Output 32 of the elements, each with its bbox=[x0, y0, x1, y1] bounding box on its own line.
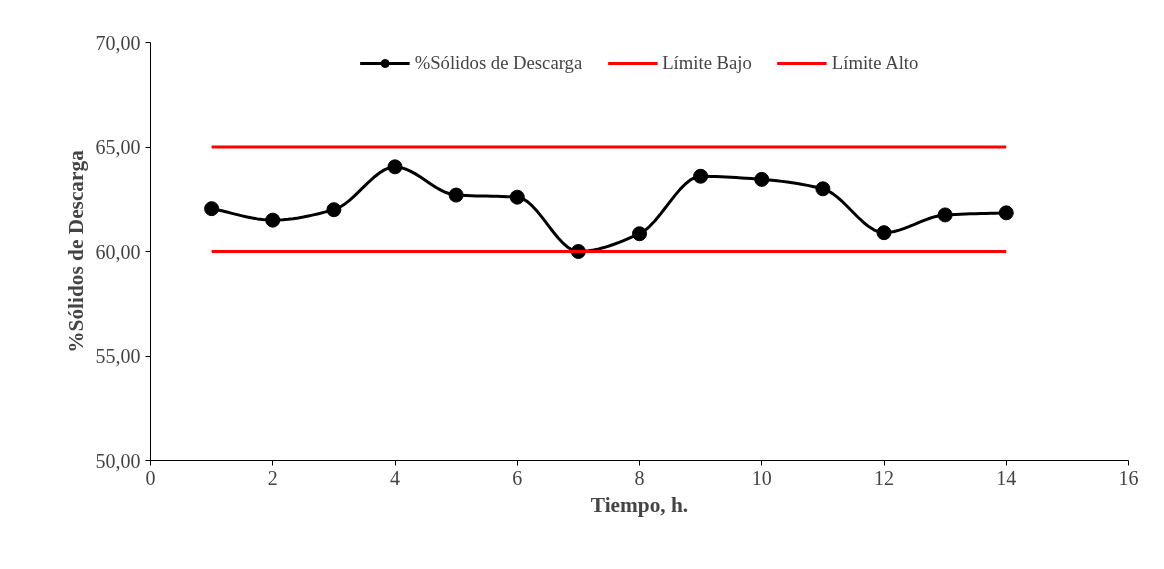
point bbox=[387, 159, 403, 175]
y-axis-title: %Sólidos de Descarga bbox=[63, 149, 88, 353]
point bbox=[204, 201, 220, 217]
legend-label: Límite Alto bbox=[831, 52, 919, 74]
x-tick-label: 2 bbox=[267, 466, 278, 489]
x-tick-label: 10 bbox=[751, 466, 772, 489]
point bbox=[937, 207, 953, 223]
point bbox=[815, 181, 831, 197]
point bbox=[632, 226, 647, 242]
x-axis-title: Tiempo, h. bbox=[590, 492, 689, 517]
y-tick-label: 50,00 bbox=[95, 449, 141, 472]
x-tick-label: 6 bbox=[512, 466, 523, 489]
x-tick-label: 12 bbox=[874, 466, 894, 489]
legend-label: Límite Bajo bbox=[662, 52, 752, 74]
x-tick-label: 8 bbox=[634, 466, 645, 489]
y-tick-label: 55,00 bbox=[95, 345, 141, 367]
point bbox=[509, 189, 525, 205]
point bbox=[998, 205, 1014, 221]
point bbox=[693, 168, 709, 184]
y-tick-label: 60,00 bbox=[95, 240, 141, 263]
point bbox=[448, 187, 464, 203]
x-tick-label: 14 bbox=[996, 466, 1017, 489]
y-tick-label: 70,00 bbox=[95, 31, 141, 54]
point bbox=[265, 212, 281, 228]
point bbox=[754, 171, 770, 187]
y-tick-label: 65,00 bbox=[95, 136, 141, 158]
point bbox=[326, 202, 342, 218]
legend-label: %Sólidos de Descarga bbox=[414, 52, 583, 74]
x-tick-label: 0 bbox=[145, 466, 156, 489]
x-tick-label: 16 bbox=[1118, 466, 1139, 489]
point bbox=[876, 225, 892, 241]
x-tick-label: 4 bbox=[390, 466, 400, 489]
